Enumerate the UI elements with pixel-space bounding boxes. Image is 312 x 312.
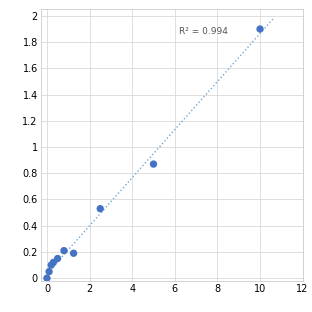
Point	[151, 162, 156, 167]
Point	[44, 276, 49, 281]
Point	[61, 248, 66, 253]
Point	[98, 206, 103, 211]
Point	[49, 263, 54, 268]
Point	[51, 260, 56, 265]
Text: R² = 0.994: R² = 0.994	[179, 27, 228, 36]
Point	[55, 256, 60, 261]
Point	[257, 27, 262, 32]
Point	[71, 251, 76, 256]
Point	[46, 269, 51, 274]
